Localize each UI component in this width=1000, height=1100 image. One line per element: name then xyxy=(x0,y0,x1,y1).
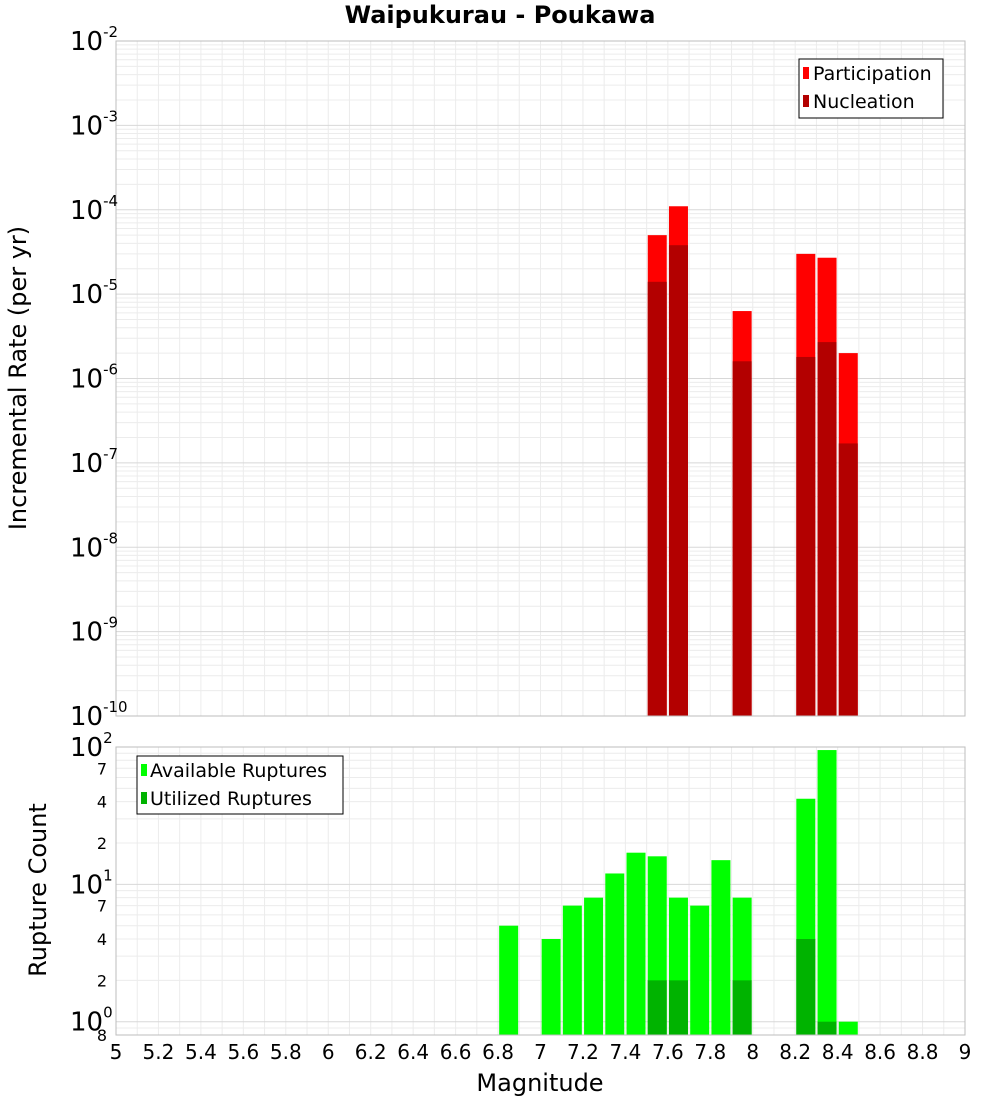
y-tick-label: 10-7 xyxy=(70,445,118,479)
utilized-ruptures-bar xyxy=(796,939,816,1035)
x-tick-label: 9 xyxy=(959,1040,972,1064)
x-tick-label: 6.4 xyxy=(397,1040,429,1064)
top-legend: Participation Nucleation xyxy=(798,58,944,119)
available-ruptures-bar xyxy=(605,873,625,1035)
available-ruptures-bar xyxy=(499,925,519,1035)
legend-label-nucleation: Nucleation xyxy=(813,91,915,113)
x-tick-label: 8.6 xyxy=(864,1040,896,1064)
x-tick-label: 8.4 xyxy=(822,1040,854,1064)
y-minor-tick-label: 7 xyxy=(97,897,107,916)
y-tick-label: 10-6 xyxy=(70,361,118,395)
top-legend-box xyxy=(798,58,944,119)
x-tick-label: 5.6 xyxy=(227,1040,259,1064)
utilized-ruptures-bar xyxy=(732,980,752,1035)
nucleation-bar xyxy=(668,245,688,717)
x-tick-label: 6.8 xyxy=(482,1040,514,1064)
x-tick-label: 7.6 xyxy=(652,1040,684,1064)
x-tick-label: 8.2 xyxy=(779,1040,811,1064)
bottom-y-axis-label: Rupture Count xyxy=(24,803,52,977)
y-tick-label: 10-10 xyxy=(70,698,128,732)
y-tick-label: 10-4 xyxy=(70,192,118,226)
available-ruptures-bar xyxy=(817,750,837,1035)
y-tick-label: 10-5 xyxy=(70,276,118,310)
legend-swatch-utilized xyxy=(141,792,147,804)
y-minor-tick-label: 7 xyxy=(97,759,107,778)
x-tick-label: 5.4 xyxy=(185,1040,217,1064)
top-y-axis-label: Incremental Rate (per yr) xyxy=(4,226,32,530)
x-tick-label: 8 xyxy=(746,1040,759,1064)
y-minor-tick-label: 4 xyxy=(97,930,107,949)
available-ruptures-bar xyxy=(690,905,710,1035)
nucleation-bar xyxy=(732,361,752,716)
legend-swatch-available xyxy=(141,764,147,776)
nucleation-bar xyxy=(817,342,837,716)
nucleation-bar xyxy=(838,443,858,716)
top-plot-frame xyxy=(115,40,966,717)
y-tick-label: 10-8 xyxy=(70,529,118,563)
x-tick-label: 5 xyxy=(110,1040,123,1064)
x-tick-label: 6 xyxy=(322,1040,335,1064)
legend-label-participation: Participation xyxy=(813,63,932,85)
bottom-plot-frame xyxy=(115,746,966,1036)
y-tick-label: 10-9 xyxy=(70,614,118,648)
x-axis-label: Magnitude xyxy=(476,1069,603,1097)
legend-swatch-participation xyxy=(803,67,809,79)
chart-title: Waipukurau - Poukawa xyxy=(345,1,656,29)
legend-label-utilized: Utilized Ruptures xyxy=(150,788,312,810)
x-tick-label: 8.8 xyxy=(907,1040,939,1064)
bottom-legend-box xyxy=(136,755,344,815)
nucleation-bar xyxy=(647,281,667,716)
y-tick-label: 10-3 xyxy=(70,107,118,141)
bottom-y-tick-labels: 100 101 102 8 2 4 7 2 4 7 xyxy=(70,729,113,1045)
x-tick-label: 6.6 xyxy=(440,1040,472,1064)
legend-label-available: Available Ruptures xyxy=(150,760,327,782)
y-minor-tick-label: 4 xyxy=(97,793,107,812)
x-tick-label: 5.2 xyxy=(143,1040,175,1064)
top-bars xyxy=(647,206,858,717)
y-minor-tick-label: 8 xyxy=(97,1026,107,1045)
y-minor-tick-label: 2 xyxy=(97,971,107,990)
available-ruptures-bar xyxy=(584,897,604,1035)
utilized-ruptures-bar xyxy=(817,1021,837,1035)
y-minor-tick-label: 2 xyxy=(97,834,107,853)
x-tick-label: 7 xyxy=(534,1040,547,1064)
top-grid xyxy=(115,40,966,717)
y-tick-label: 101 xyxy=(70,866,113,900)
x-tick-labels: 5 5.2 5.4 5.6 5.8 6 6.2 6.4 6.6 6.8 7 7.2 7.4 7.6 7.8 8… xyxy=(110,1040,972,1064)
x-tick-label: 7.8 xyxy=(694,1040,726,1064)
top-y-tick-labels: 10-10 10-9 10-8 10-7 10-6 10-5 10-4 10-3 10-2 xyxy=(70,23,128,732)
available-ruptures-bar xyxy=(711,860,731,1035)
x-tick-label: 6.2 xyxy=(355,1040,387,1064)
available-ruptures-bar xyxy=(562,905,582,1035)
available-ruptures-bar xyxy=(541,939,561,1035)
bottom-bars xyxy=(499,750,858,1035)
x-tick-label: 5.8 xyxy=(270,1040,302,1064)
available-ruptures-bar xyxy=(626,852,646,1035)
y-tick-label: 102 xyxy=(70,729,113,763)
utilized-ruptures-bar xyxy=(668,980,688,1035)
utilized-ruptures-bar xyxy=(647,980,667,1035)
bottom-legend: Available Ruptures Utilized Ruptures xyxy=(136,755,344,815)
x-tick-label: 7.2 xyxy=(567,1040,599,1064)
legend-swatch-nucleation xyxy=(803,95,809,107)
y-tick-label: 100 xyxy=(70,1004,113,1038)
nucleation-bar xyxy=(796,356,816,716)
available-ruptures-bar xyxy=(838,1021,858,1035)
x-tick-label: 7.4 xyxy=(609,1040,641,1064)
y-tick-label: 10-2 xyxy=(70,23,118,57)
